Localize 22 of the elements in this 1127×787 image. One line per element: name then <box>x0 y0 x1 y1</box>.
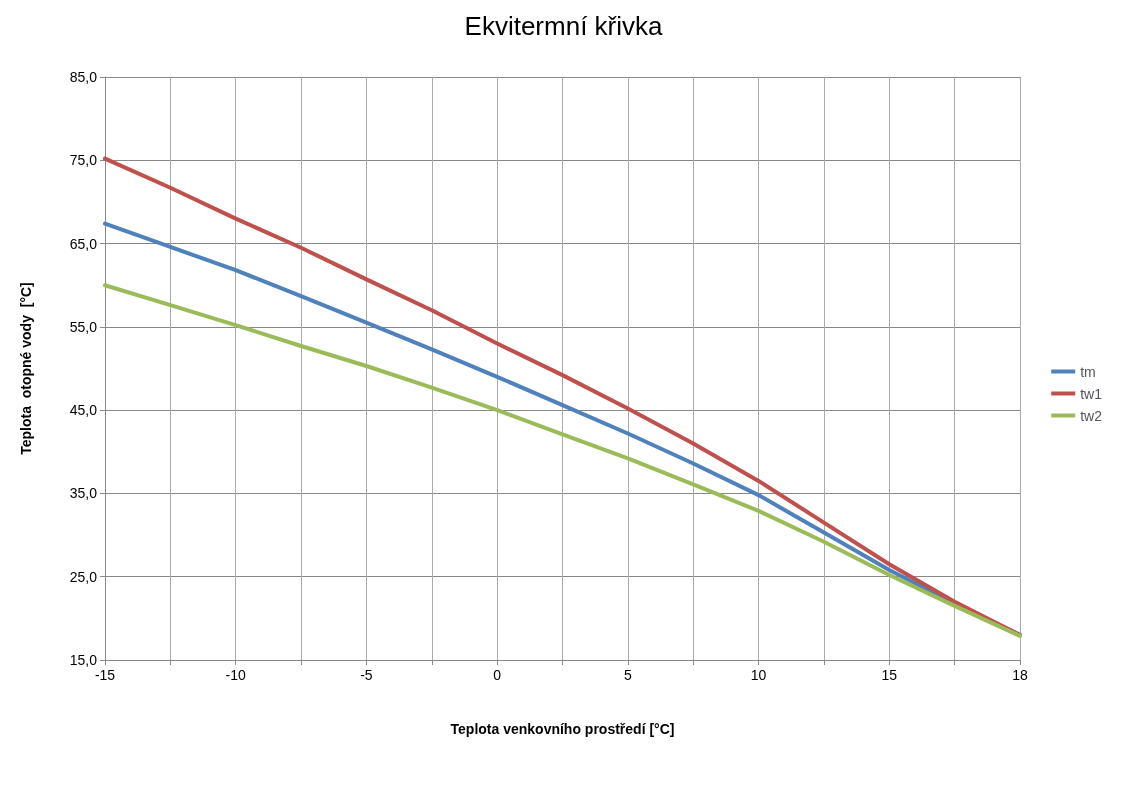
chart-title: Ekvitermní křivka <box>464 11 663 41</box>
legend-label: tm <box>1080 363 1096 380</box>
y-tick-label: 55,0 <box>69 318 98 335</box>
y-tick-label: 35,0 <box>69 485 98 502</box>
y-tick-label: 15,0 <box>69 652 98 668</box>
y-tick-label: 85,0 <box>69 69 98 85</box>
x-tick-label: 15 <box>881 667 898 683</box>
x-tick-label: -15 <box>94 667 116 683</box>
x-tick-label: 5 <box>623 667 632 683</box>
y-tick-label: 45,0 <box>69 402 98 419</box>
y-tick-label: 25,0 <box>69 568 98 585</box>
x-tick-label: -10 <box>225 667 247 683</box>
legend-label: tw2 <box>1080 407 1103 424</box>
x-tick-label: 0 <box>493 667 502 683</box>
x-tick-label: 18 <box>1012 667 1028 683</box>
y-tick-label: 65,0 <box>69 235 98 252</box>
x-tick-label: -5 <box>360 667 373 683</box>
legend-label: tw1 <box>1080 385 1103 402</box>
y-tick-label: 75,0 <box>69 152 98 169</box>
x-tick-label: 10 <box>750 667 767 683</box>
y-axis-title: Teplota otopné vody [°C] <box>18 282 34 455</box>
x-axis-title: Teplota venkovního prostředí [°C] <box>450 721 675 737</box>
